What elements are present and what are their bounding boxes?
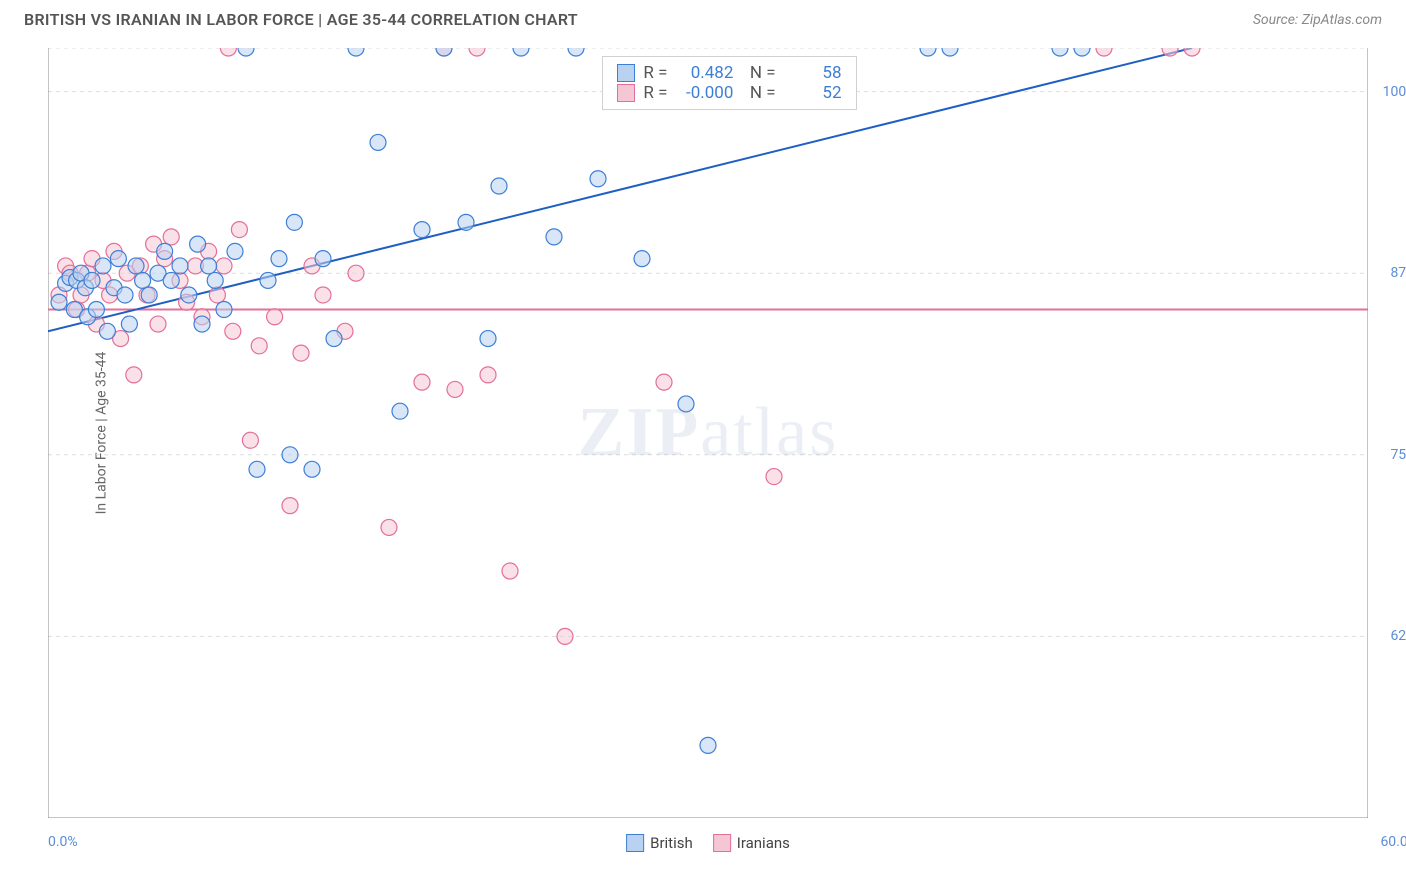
chart-area: In Labor Force | Age 35-44 ZIPatlas R =0…	[48, 48, 1368, 818]
british-swatch-icon	[626, 834, 644, 852]
iranian-swatch-icon	[713, 834, 731, 852]
y-tick: 62.5%	[1390, 628, 1406, 644]
legend-label: Iranians	[737, 834, 790, 852]
legend-label: British	[650, 834, 693, 852]
british-swatch-icon	[617, 64, 635, 82]
stats-row-iranians: R =-0.000 N =52	[617, 83, 841, 103]
chart-title: BRITISH VS IRANIAN IN LABOR FORCE | AGE …	[24, 10, 578, 29]
iranian-swatch-icon	[617, 84, 635, 102]
x-tick-min: 0.0%	[48, 834, 78, 850]
legend: British Iranians	[626, 834, 790, 852]
y-tick: 87.5%	[1390, 265, 1406, 281]
stats-row-british: R =0.482 N =58	[617, 63, 841, 83]
stats-box: R =0.482 N =58 R =-0.000 N =52	[602, 56, 856, 110]
source-label: Source: ZipAtlas.com	[1253, 12, 1382, 28]
y-tick: 75.0%	[1390, 447, 1406, 463]
y-tick: 100.0%	[1383, 84, 1406, 100]
x-tick-max: 60.0%	[1380, 834, 1406, 850]
legend-item-british: British	[626, 834, 693, 852]
scatter-plot	[48, 48, 1368, 818]
legend-item-iranians: Iranians	[713, 834, 790, 852]
